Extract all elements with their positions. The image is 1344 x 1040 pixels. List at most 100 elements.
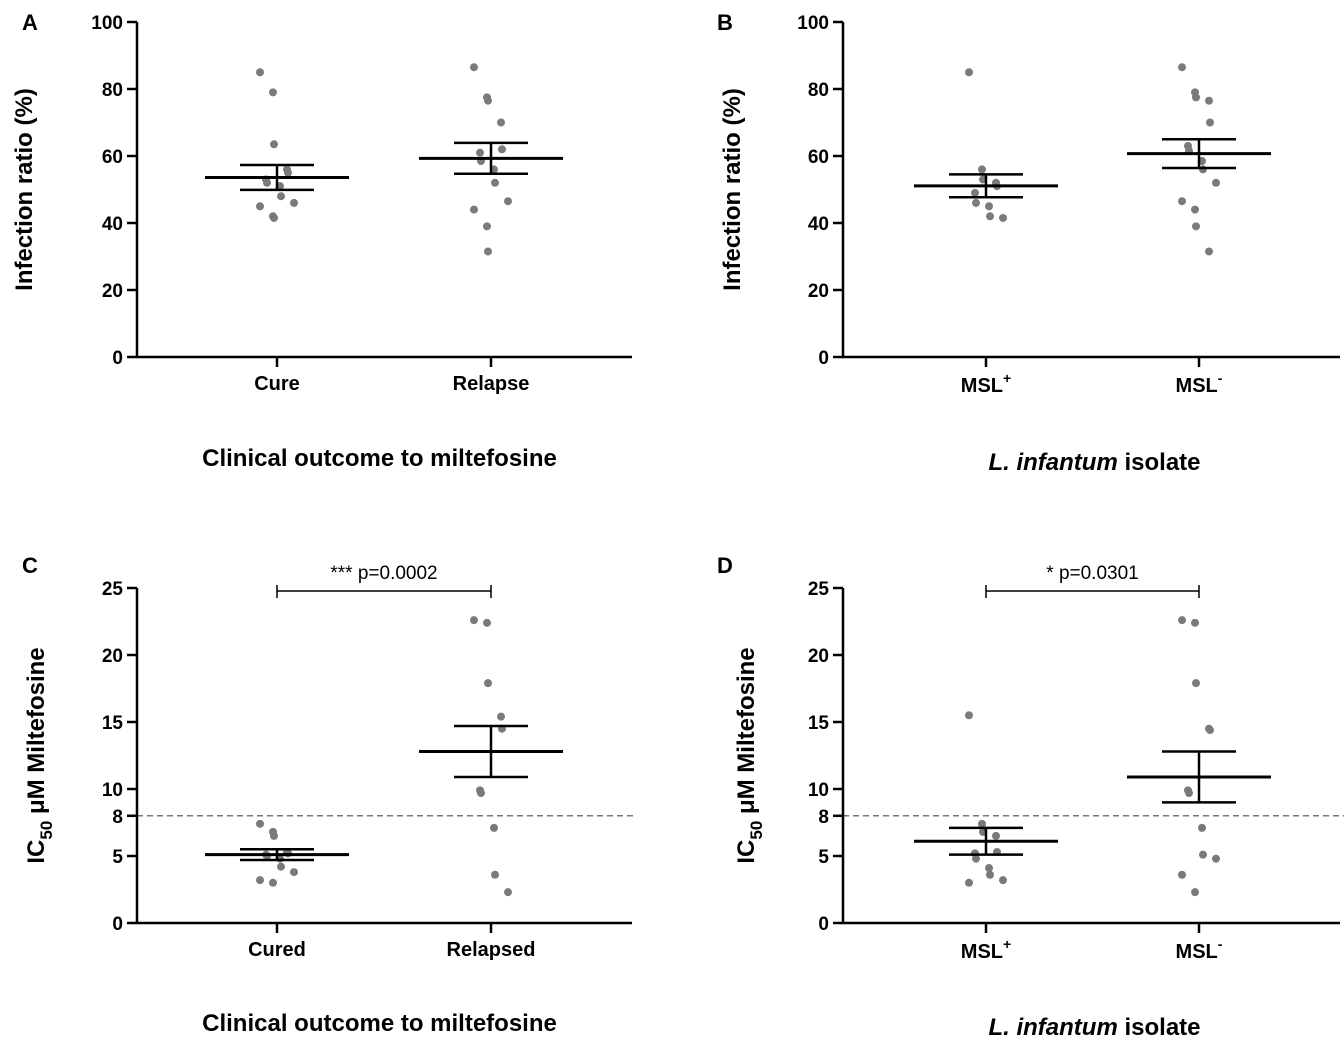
data-point bbox=[978, 165, 986, 174]
y-tick-label: 15 bbox=[808, 713, 830, 734]
data-point bbox=[284, 168, 292, 177]
x-tick-label: MSL+ bbox=[961, 936, 1011, 963]
x-tick-label: MSL- bbox=[1176, 370, 1223, 397]
data-point bbox=[965, 68, 973, 77]
data-point bbox=[965, 878, 973, 887]
data-point bbox=[491, 178, 499, 187]
data-point bbox=[277, 862, 285, 871]
category-superscript: + bbox=[1003, 370, 1011, 386]
data-point bbox=[1212, 178, 1220, 187]
y-tick-label: 0 bbox=[112, 914, 123, 935]
data-point bbox=[483, 618, 491, 627]
data-point bbox=[484, 96, 492, 105]
panel-label: A bbox=[22, 10, 38, 35]
data-point bbox=[484, 247, 492, 256]
y-axis-label: Infection ratio (%) bbox=[11, 88, 38, 291]
y-tick-label: 40 bbox=[102, 214, 123, 235]
y-tick-label: 20 bbox=[808, 281, 829, 302]
data-point bbox=[470, 616, 478, 625]
category-superscript: + bbox=[1003, 936, 1011, 952]
panel-label: B bbox=[717, 10, 733, 35]
data-point bbox=[477, 789, 485, 798]
data-point bbox=[985, 864, 993, 873]
y-tick-label: 0 bbox=[818, 914, 829, 935]
data-point bbox=[986, 870, 994, 879]
significance-label: *** p=0.0002 bbox=[330, 563, 437, 584]
panel-c: C 0 5 8 10 15 20 25 Cured Relapsed IC50 μM Miltefo… bbox=[22, 553, 636, 1037]
data-point bbox=[256, 202, 264, 211]
data-point bbox=[484, 679, 492, 688]
x-tick-label: Relapsed bbox=[447, 939, 536, 961]
significance-label: * p=0.0301 bbox=[1046, 563, 1138, 584]
y-axis-label-rest: μM Miltefosine bbox=[23, 647, 50, 820]
y-tick-label: 25 bbox=[808, 579, 830, 600]
data-point bbox=[1192, 679, 1200, 688]
data-point bbox=[985, 202, 993, 211]
category-base: MSL bbox=[1176, 375, 1218, 397]
y-tick-label: 8 bbox=[112, 807, 123, 828]
data-point bbox=[1205, 247, 1213, 256]
y-tick-label: 10 bbox=[102, 780, 123, 801]
y-axis-label: IC50 μM Miltefosine bbox=[23, 647, 56, 863]
data-point bbox=[992, 831, 1000, 840]
data-point bbox=[999, 876, 1007, 885]
y-tick-label: 25 bbox=[102, 579, 124, 600]
data-point bbox=[256, 876, 264, 885]
data-point bbox=[490, 823, 498, 832]
x-tick-label: Cured bbox=[248, 939, 306, 961]
data-point bbox=[290, 198, 298, 207]
x-axis-title-italic: L. infantum bbox=[988, 1014, 1117, 1040]
data-point bbox=[972, 854, 980, 863]
y-tick-label: 60 bbox=[102, 147, 123, 168]
data-point bbox=[1206, 726, 1214, 735]
y-tick-label: 80 bbox=[808, 80, 829, 101]
x-axis-title-rest: isolate bbox=[1118, 449, 1201, 476]
y-tick-label: 100 bbox=[797, 13, 829, 34]
y-tick-label: 8 bbox=[818, 807, 829, 828]
data-point bbox=[270, 213, 278, 222]
data-point bbox=[1185, 789, 1193, 798]
data-point bbox=[497, 712, 505, 721]
y-axis-label-main: IC bbox=[23, 840, 50, 864]
data-point bbox=[470, 205, 478, 214]
data-point bbox=[1198, 823, 1206, 832]
data-point bbox=[256, 819, 264, 828]
x-axis-title-italic: L. infantum bbox=[988, 449, 1117, 476]
y-tick-label: 100 bbox=[91, 13, 123, 34]
category-superscript: - bbox=[1218, 936, 1223, 952]
data-point bbox=[470, 63, 478, 72]
data-point bbox=[491, 870, 499, 879]
data-point bbox=[277, 192, 285, 201]
data-point bbox=[1205, 96, 1213, 105]
x-tick-label: Cure bbox=[254, 373, 300, 395]
x-tick-label: MSL- bbox=[1176, 936, 1223, 963]
data-point bbox=[504, 197, 512, 206]
x-axis-title: L. infantum isolate bbox=[988, 449, 1200, 476]
data-point bbox=[1191, 618, 1199, 627]
y-tick-label: 20 bbox=[808, 646, 829, 667]
data-point bbox=[270, 831, 278, 840]
data-point bbox=[972, 198, 980, 207]
x-axis-title-rest: isolate bbox=[1118, 1014, 1201, 1040]
y-axis-label: Infection ratio (%) bbox=[719, 88, 746, 291]
x-axis-title: Clinical outcome to miltefosine bbox=[202, 1010, 557, 1037]
y-tick-label: 0 bbox=[818, 348, 829, 369]
data-point bbox=[269, 88, 277, 97]
data-point bbox=[498, 145, 506, 154]
x-axis-title: Clinical outcome to miltefosine bbox=[202, 445, 557, 472]
data-point bbox=[270, 140, 278, 149]
panel-a: A 0 20 40 60 80 100 Cure Relapse Infection ratio … bbox=[11, 10, 632, 472]
data-point bbox=[1178, 197, 1186, 206]
data-point bbox=[1192, 93, 1200, 102]
data-point bbox=[971, 188, 979, 197]
category-superscript: - bbox=[1218, 370, 1223, 386]
x-axis-title: L. infantum isolate bbox=[988, 1014, 1200, 1040]
category-base: MSL bbox=[1176, 941, 1218, 963]
data-point bbox=[999, 213, 1007, 222]
x-tick-label: MSL+ bbox=[961, 370, 1011, 397]
x-tick-label: Relapse bbox=[453, 373, 530, 395]
panel-label: C bbox=[22, 553, 38, 578]
data-point bbox=[1206, 118, 1214, 127]
data-point bbox=[1191, 888, 1199, 897]
